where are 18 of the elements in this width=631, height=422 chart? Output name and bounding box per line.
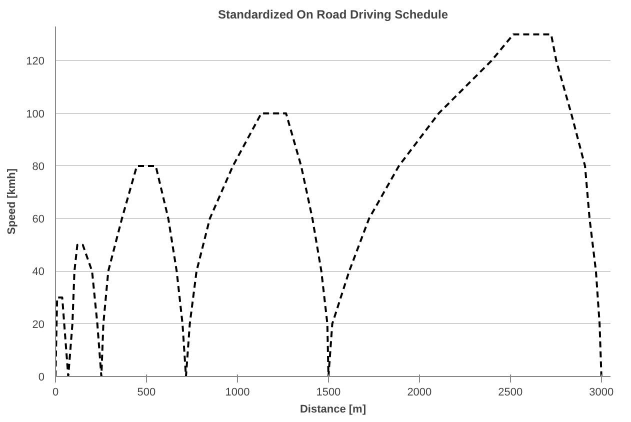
x-tick-label: 3000 [589, 386, 614, 398]
y-tick-label: 40 [32, 266, 45, 278]
y-tick-label: 80 [32, 160, 45, 173]
x-tick-label: 0 [52, 386, 59, 398]
chart-title: Standardized On Road Driving Schedule [218, 8, 448, 22]
x-tick-label: 1500 [316, 386, 341, 398]
x-tick-label: 2000 [407, 386, 432, 398]
y-tick-label: 0 [38, 372, 45, 384]
y-tick-label: 100 [26, 108, 45, 120]
x-tick-label: 1000 [225, 386, 250, 398]
y-tick-label: 20 [32, 318, 45, 331]
x-axis-title: Distance [m] [300, 404, 366, 416]
line-series [56, 33, 602, 376]
x-tick-label: 2500 [498, 386, 523, 398]
y-axis-title: Speed [kmh] [6, 168, 18, 235]
x-tick-label: 500 [137, 386, 156, 398]
y-tick-label: 120 [26, 56, 45, 68]
y-tick-label: 60 [32, 214, 45, 226]
